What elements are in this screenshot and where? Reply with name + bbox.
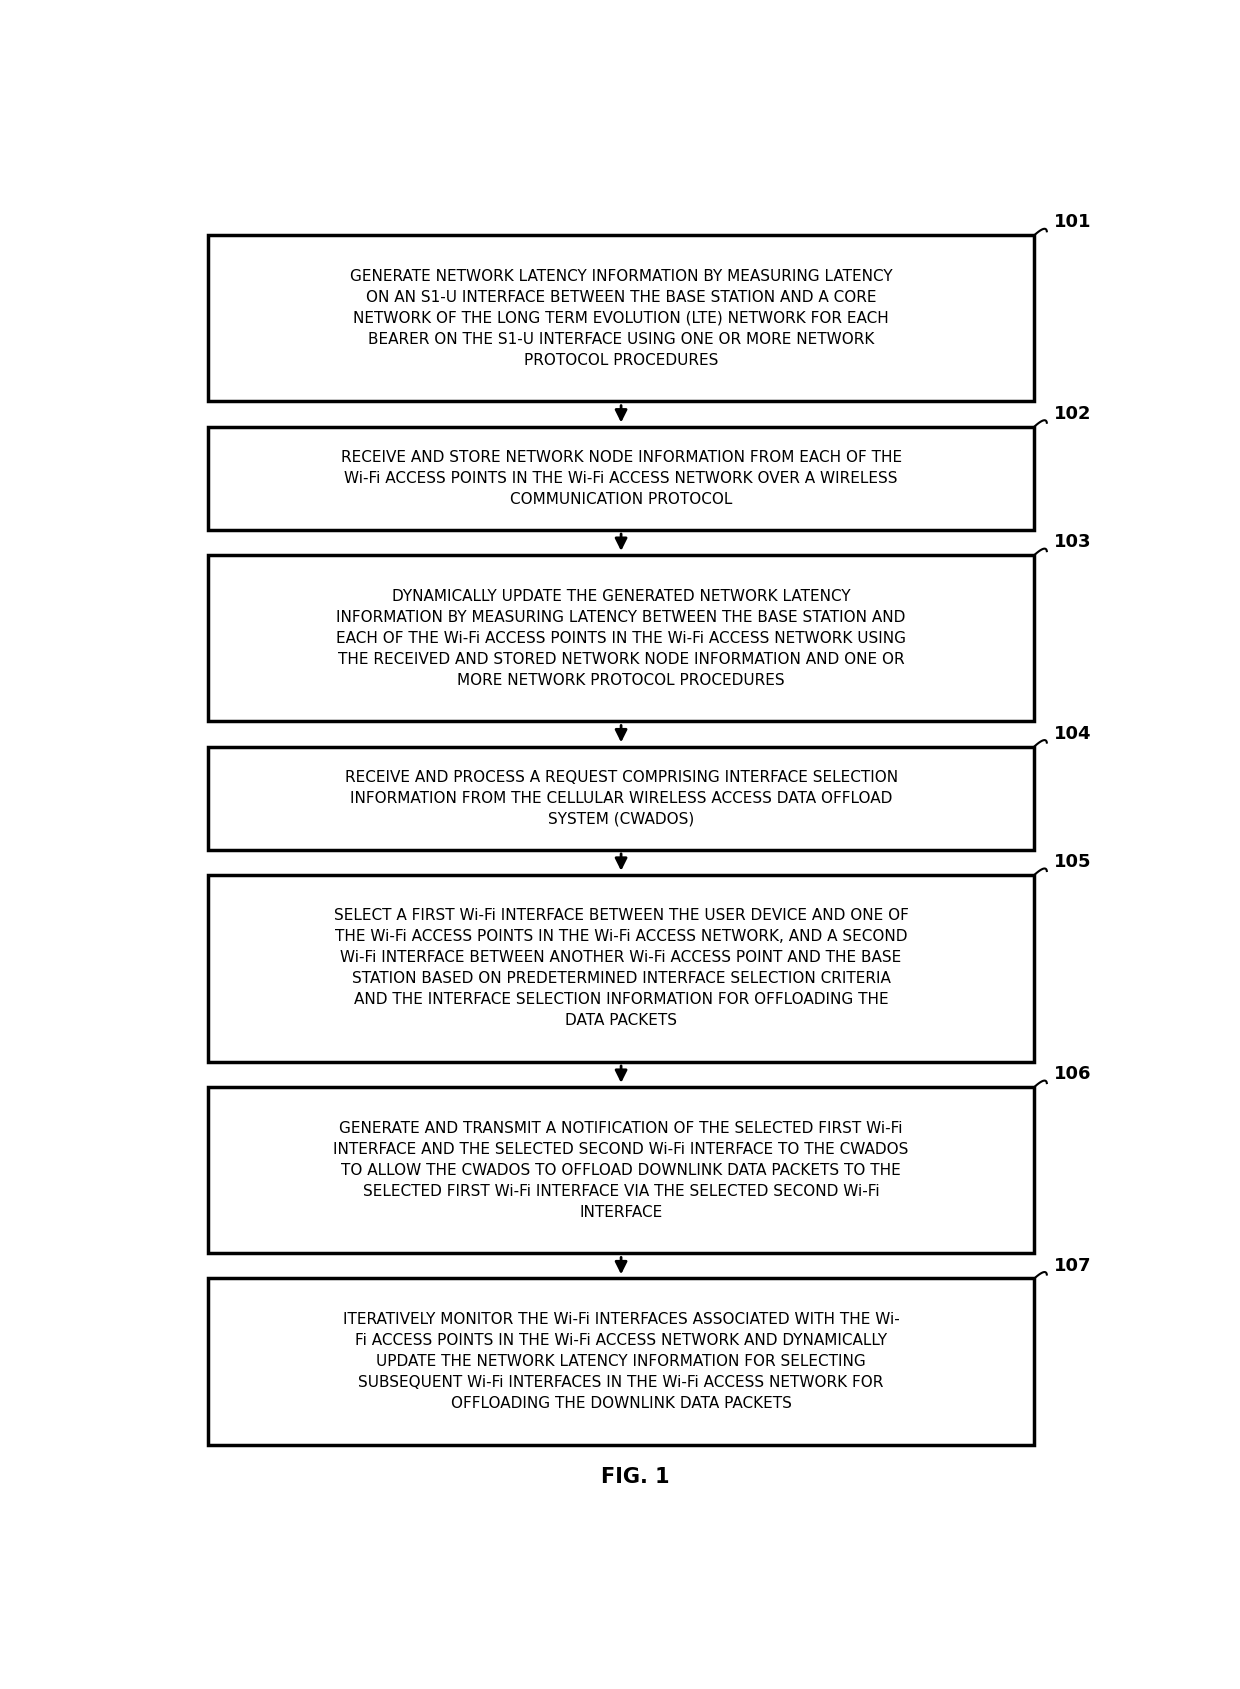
Text: SELECT A FIRST Wi-Fi INTERFACE BETWEEN THE USER DEVICE AND ONE OF
THE Wi-Fi ACCE: SELECT A FIRST Wi-Fi INTERFACE BETWEEN T… [334, 909, 909, 1029]
Text: GENERATE AND TRANSMIT A NOTIFICATION OF THE SELECTED FIRST Wi-Fi
INTERFACE AND T: GENERATE AND TRANSMIT A NOTIFICATION OF … [334, 1120, 909, 1219]
Text: GENERATE NETWORK LATENCY INFORMATION BY MEASURING LATENCY
ON AN S1-U INTERFACE B: GENERATE NETWORK LATENCY INFORMATION BY … [350, 269, 893, 368]
Text: RECEIVE AND STORE NETWORK NODE INFORMATION FROM EACH OF THE
Wi-Fi ACCESS POINTS : RECEIVE AND STORE NETWORK NODE INFORMATI… [341, 449, 901, 507]
Text: 104: 104 [1054, 725, 1091, 743]
Text: 105: 105 [1054, 853, 1091, 872]
FancyBboxPatch shape [208, 235, 1034, 402]
Text: ITERATIVELY MONITOR THE Wi-Fi INTERFACES ASSOCIATED WITH THE Wi-
Fi ACCESS POINT: ITERATIVELY MONITOR THE Wi-Fi INTERFACES… [342, 1312, 899, 1410]
Text: DYNAMICALLY UPDATE THE GENERATED NETWORK LATENCY
INFORMATION BY MEASURING LATENC: DYNAMICALLY UPDATE THE GENERATED NETWORK… [336, 589, 906, 687]
FancyBboxPatch shape [208, 556, 1034, 721]
FancyBboxPatch shape [208, 1279, 1034, 1444]
Text: FIG. 1: FIG. 1 [601, 1468, 670, 1488]
FancyBboxPatch shape [208, 875, 1034, 1062]
FancyBboxPatch shape [208, 1088, 1034, 1253]
Text: 107: 107 [1054, 1257, 1091, 1275]
FancyBboxPatch shape [208, 747, 1034, 850]
FancyBboxPatch shape [208, 427, 1034, 530]
Text: 106: 106 [1054, 1066, 1091, 1083]
Text: 101: 101 [1054, 213, 1091, 231]
Text: 102: 102 [1054, 405, 1091, 422]
Text: RECEIVE AND PROCESS A REQUEST COMPRISING INTERFACE SELECTION
INFORMATION FROM TH: RECEIVE AND PROCESS A REQUEST COMPRISING… [345, 770, 898, 826]
Text: 103: 103 [1054, 534, 1091, 551]
